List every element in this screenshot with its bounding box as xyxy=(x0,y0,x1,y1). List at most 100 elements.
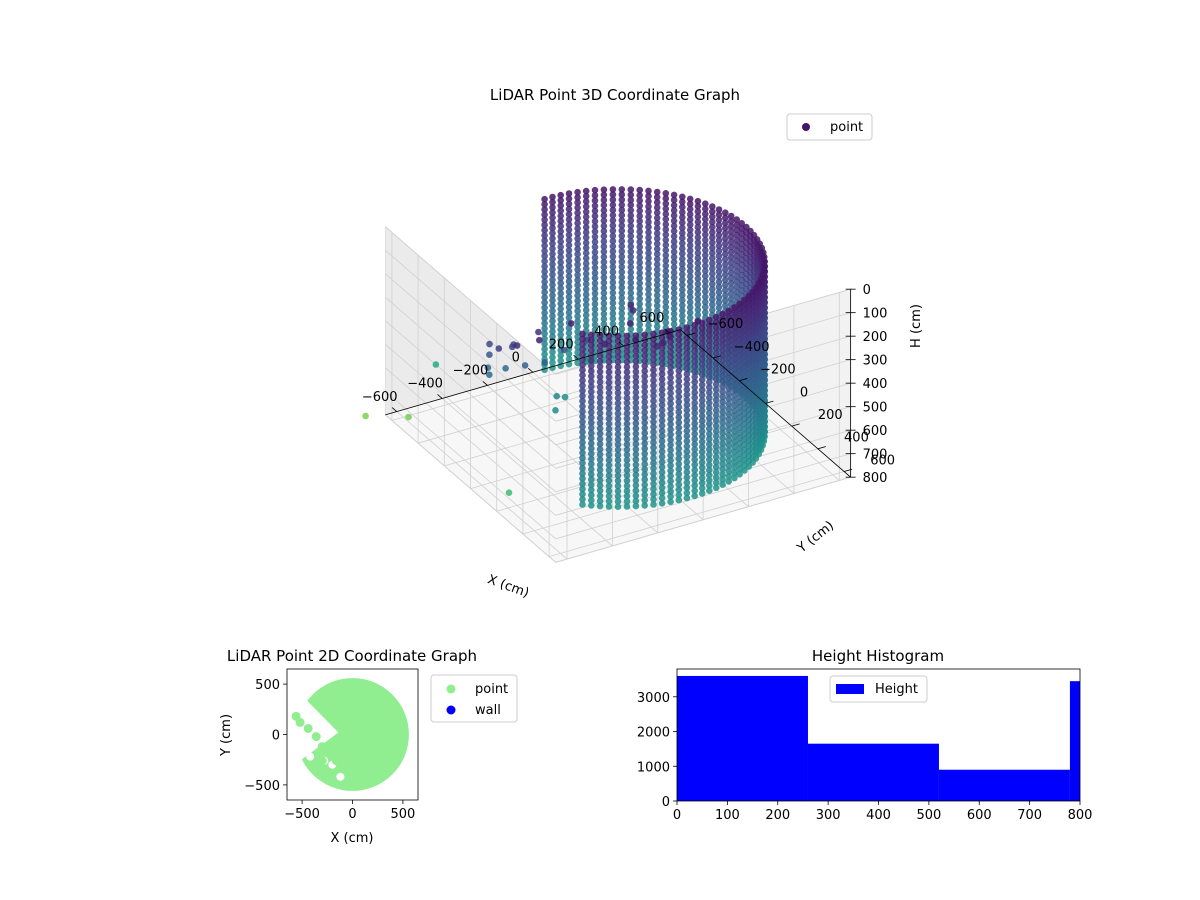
chart-3d-point xyxy=(722,261,729,268)
chart-3d-point xyxy=(650,501,657,508)
chart-3d-point xyxy=(596,378,604,386)
chart-3d-point xyxy=(670,315,678,323)
chart-3d-point xyxy=(591,197,599,204)
chart-3d-point xyxy=(698,376,706,384)
chart-3d-point xyxy=(683,474,691,481)
chart-3d-point xyxy=(432,361,440,368)
chart-3d-point xyxy=(712,313,720,321)
chart-3d-point xyxy=(641,434,648,442)
chart-3d-x-tick xyxy=(528,367,534,373)
chart-3d-point xyxy=(670,253,678,261)
chart-3d-point xyxy=(731,474,738,482)
chart-3d-x-tick-label: 600 xyxy=(640,311,665,326)
chart-3d-point xyxy=(658,360,666,368)
chart-3d-point xyxy=(535,328,542,336)
chart-3d-point xyxy=(591,218,599,225)
chart-3d-point xyxy=(679,219,686,226)
chart-3d-point xyxy=(645,285,652,293)
chart-3d-point xyxy=(698,319,706,327)
chart-3d-point xyxy=(650,397,657,405)
chart-3d-point xyxy=(579,459,586,467)
chart-3d-point xyxy=(362,412,369,420)
chart-3d-point xyxy=(683,484,691,492)
chart-3d-point xyxy=(623,358,631,366)
chart-3d-point xyxy=(722,266,729,273)
chart-3d-point xyxy=(614,456,622,464)
chart-3d-point xyxy=(588,372,595,380)
chart-3d-point xyxy=(596,456,604,463)
chart-3d-point xyxy=(694,244,702,251)
chart-3d-point xyxy=(679,255,686,263)
chart-3d-point xyxy=(733,288,740,296)
chart-3d-gridline xyxy=(385,273,556,422)
chart-3d-point xyxy=(658,437,666,445)
chart-3d-point xyxy=(641,378,648,385)
chart-3d-point xyxy=(658,484,666,492)
chart-3d-point xyxy=(719,440,726,447)
chart-3d-point xyxy=(582,213,590,221)
chart-3d-point xyxy=(627,301,635,309)
chart-3d-point xyxy=(618,201,626,209)
chart-3d-point xyxy=(579,403,586,410)
chart-3d-point xyxy=(706,363,713,370)
chart-3d-point xyxy=(698,360,706,368)
chart-3d-point xyxy=(623,503,631,510)
chart-3d-z-tick-label: 100 xyxy=(863,307,888,322)
chart-3d-point xyxy=(683,381,691,388)
chart-3d-point xyxy=(731,335,738,342)
chart-3d-point xyxy=(691,342,698,350)
chart-3d-point xyxy=(636,316,643,323)
chart-3d-point xyxy=(591,300,599,308)
chart-3d-point xyxy=(675,486,683,494)
chart-histogram-y-tick-label: 2000 xyxy=(637,726,670,741)
chart-3d-point xyxy=(588,378,595,385)
chart-3d-point xyxy=(645,322,652,329)
chart-3d-point xyxy=(727,228,735,235)
chart-3d-point xyxy=(600,326,608,333)
chart-3d-point xyxy=(731,319,738,327)
chart-3d-point xyxy=(733,252,740,260)
chart-3d-point xyxy=(582,286,590,293)
chart-3d-point xyxy=(667,477,674,485)
chart-3d-point xyxy=(686,247,694,254)
chart-3d-point xyxy=(605,446,613,454)
chart-3d-point xyxy=(605,482,613,490)
chart-3d-point xyxy=(650,387,657,395)
chart-3d-point xyxy=(574,287,581,294)
chart-3d-point xyxy=(675,465,683,473)
chart-2d-y-tick-label: 500 xyxy=(255,678,280,693)
chart-3d-point xyxy=(596,420,604,427)
chart-3d-point xyxy=(636,326,643,334)
chart-3d-point xyxy=(698,355,706,363)
chart-3d-point xyxy=(712,401,720,409)
chart-3d-point xyxy=(650,335,657,343)
chart-3d-point xyxy=(731,371,738,378)
chart-3d-point xyxy=(662,288,670,295)
chart-3d-point xyxy=(719,450,726,458)
chart-3d-point xyxy=(691,425,698,432)
chart-3d-point xyxy=(715,216,723,224)
chart-3d-point xyxy=(694,223,702,231)
chart-3d-point xyxy=(706,389,713,396)
chart-3d-point xyxy=(731,428,738,435)
chart-3d-point xyxy=(582,317,590,324)
chart-3d-point xyxy=(691,471,698,479)
chart-3d-point xyxy=(706,430,713,438)
chart-3d-point xyxy=(557,295,564,302)
chart-3d-point xyxy=(596,466,604,474)
chart-3d-point xyxy=(541,294,548,301)
chart-3d-point xyxy=(712,453,720,461)
chart-3d-point xyxy=(698,464,706,471)
chart-3d-point xyxy=(653,245,661,253)
chart-2d-gap xyxy=(296,736,305,745)
chart-3d-point xyxy=(725,462,732,470)
chart-3d-point xyxy=(706,358,713,365)
chart-3d-point xyxy=(731,407,738,415)
chart-3d-point xyxy=(557,207,564,214)
chart-3d-point xyxy=(683,370,691,378)
chart-3d-point xyxy=(541,237,548,244)
chart-3d-point xyxy=(694,301,702,308)
chart-3d-point xyxy=(591,249,599,256)
chart-3d-point xyxy=(725,436,732,444)
chart-3d-point xyxy=(725,385,732,392)
